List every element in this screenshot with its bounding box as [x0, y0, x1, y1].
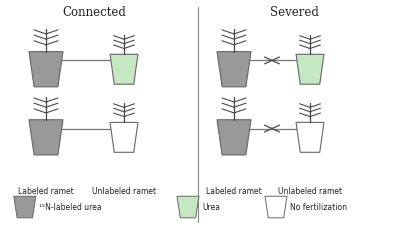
Polygon shape: [296, 54, 324, 84]
Polygon shape: [296, 122, 324, 152]
Text: Severed: Severed: [270, 6, 318, 19]
Text: Labeled ramet: Labeled ramet: [206, 187, 262, 196]
Polygon shape: [265, 196, 287, 218]
Text: ¹⁵N-labeled urea: ¹⁵N-labeled urea: [39, 202, 102, 212]
Polygon shape: [110, 54, 138, 84]
Polygon shape: [177, 196, 199, 218]
Text: Labeled ramet: Labeled ramet: [18, 187, 74, 196]
Polygon shape: [29, 120, 63, 155]
Polygon shape: [110, 122, 138, 152]
Text: No fertilization: No fertilization: [290, 202, 347, 212]
Text: Unlabeled ramet: Unlabeled ramet: [278, 187, 342, 196]
Polygon shape: [29, 52, 63, 87]
Polygon shape: [14, 196, 36, 218]
Text: Urea: Urea: [202, 202, 220, 212]
Polygon shape: [217, 52, 251, 87]
Text: Unlabeled ramet: Unlabeled ramet: [92, 187, 156, 196]
Polygon shape: [217, 120, 251, 155]
Text: Connected: Connected: [62, 6, 126, 19]
